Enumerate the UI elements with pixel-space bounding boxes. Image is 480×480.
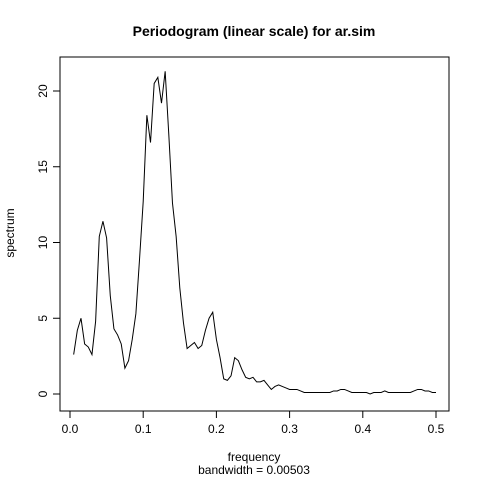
x-tick-label: 0.2 (208, 422, 225, 436)
y-axis: 0 5 10 15 20 (36, 84, 61, 397)
x-tick-label: 0.3 (281, 422, 298, 436)
y-tick-label: 15 (36, 160, 50, 174)
x-tick-label: 0.4 (354, 422, 371, 436)
x-tick-label: 0.0 (62, 422, 79, 436)
y-tick-label: 10 (36, 236, 50, 250)
y-tick-label: 0 (36, 390, 50, 397)
x-axis-sublabel: bandwidth = 0.00503 (198, 463, 310, 477)
chart-title: Periodogram (linear scale) for ar.sim (133, 23, 376, 39)
spectrum-line (73, 71, 436, 395)
y-axis-label: spectrum (3, 208, 17, 257)
plot-frame (59, 56, 450, 412)
x-axis: 0.0 0.1 0.2 0.3 0.4 0.5 (62, 410, 445, 436)
x-tick-label: 0.5 (428, 422, 445, 436)
x-tick-label: 0.1 (135, 422, 152, 436)
x-axis-label: frequency (228, 450, 281, 464)
y-tick-label: 5 (36, 315, 50, 322)
y-tick-label: 20 (36, 84, 50, 98)
